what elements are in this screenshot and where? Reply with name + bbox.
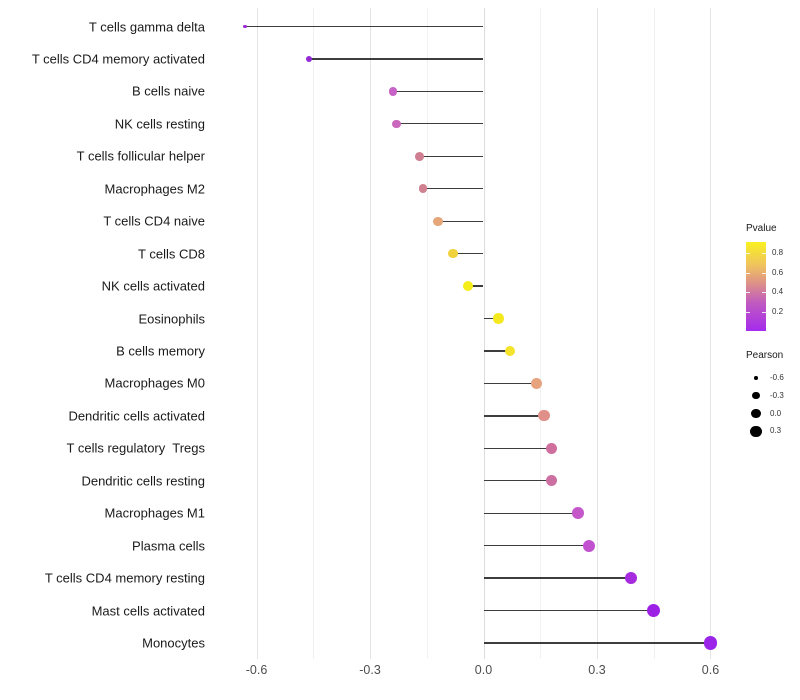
lollipop-dot [545,442,558,454]
category-label: T cells follicular helper [76,148,205,164]
lollipop-stem [483,609,654,612]
x-major-gridline [370,8,371,659]
lollipop-stem [392,90,484,93]
pvalue-colorbar-notch [746,312,750,314]
pearson-legend-dot [750,425,762,437]
lollipop-dot [530,377,542,389]
category-label: NK cells resting [114,116,205,132]
lollipop-stem [483,512,579,514]
x-major-gridline [256,8,258,659]
lollipop-stem [468,285,484,287]
lollipop-dot [493,313,504,324]
category-label: Macrophages M0 [104,375,205,391]
category-label: B cells naive [132,83,205,99]
pvalue-colorbar-tick-label: 0.6 [772,267,784,277]
x-minor-gridline [313,8,315,659]
x-major-gridline [483,8,485,659]
pvalue-colorbar [746,242,766,331]
pvalue-colorbar-notch [762,272,766,274]
lollipop-dot [538,410,550,422]
category-label: NK cells activated [101,278,205,294]
lollipop-stem [483,642,711,644]
lollipop-dot [243,24,247,29]
lollipop-stem [483,317,499,320]
x-major-gridline [710,8,712,659]
pvalue-colorbar-tick-label: 0.8 [772,247,784,257]
lollipop-dot [388,87,397,96]
category-label: Eosinophils [138,311,206,327]
lollipop-stem [483,577,632,579]
pearson-legend-dot [751,408,761,419]
lollipop-dot [647,604,661,618]
lollipop-dot [392,119,401,128]
lollipop-dot [703,636,718,650]
x-axis-tick-label: 0.3 [588,663,606,677]
pearson-legend-label: 0.0 [770,408,782,418]
category-label: T cells CD8 [138,246,205,262]
pvalue-colorbar-tick-label: 0.2 [772,307,784,317]
category-label: Mast cells activated [91,603,205,619]
lollipop-dot [504,345,516,357]
category-label: T cells regulatory Tregs [66,440,205,456]
x-axis-tick-label: 0.0 [474,663,493,677]
category-label: Dendritic cells resting [81,473,205,489]
pearson-legend-dot [754,376,758,380]
category-label: B cells memory [116,343,205,359]
lollipop-stem [483,415,545,417]
x-minor-gridline [540,8,542,659]
lollipop-dot [418,184,428,194]
pearson-legend-title: Pearson [746,350,784,361]
category-label: Plasma cells [132,538,205,554]
category-label: Macrophages M2 [104,181,205,197]
pearson-legend-label: -0.3 [770,390,784,400]
lollipop-dot [583,539,596,552]
category-label: Macrophages M1 [104,505,205,521]
lollipop-stem [419,155,484,157]
category-label: Dendritic cells activated [68,408,205,424]
pvalue-colorbar-tick-label: 0.4 [772,287,784,297]
pvalue-colorbar-notch [746,272,750,274]
lollipop-dot [414,151,424,161]
category-label: T cells CD4 memory activated [31,51,205,67]
lollipop-dot [624,571,638,585]
x-axis-tick-label: 0.6 [701,663,720,677]
pvalue-legend-title: Pvalue [746,223,777,234]
lollipop-dot [433,216,443,226]
x-axis-tick-label: -0.3 [359,663,381,677]
pearson-legend-dot [752,392,760,400]
lollipop-stem [483,480,552,482]
lollipop-stem [483,382,537,385]
category-label: T cells CD4 naive [103,213,205,229]
lollipop-stem [245,25,484,28]
lollipop-stem [483,447,552,449]
lollipop-stem [309,58,484,60]
lollipop-stem [396,123,484,125]
category-label: T cells CD4 memory resting [44,570,205,586]
lollipop-stem [438,220,484,222]
pvalue-colorbar-notch [746,292,750,294]
pvalue-colorbar-notch [762,252,766,254]
pvalue-colorbar-notch [762,292,766,294]
category-label: T cells gamma delta [88,19,205,34]
lollipop-dot [448,248,458,259]
lollipop-stem [483,545,590,547]
lollipop-stem [483,350,510,352]
x-minor-gridline [426,8,428,659]
lollipop-dot [545,475,558,487]
lollipop-dot [572,507,584,520]
pvalue-colorbar-notch [762,312,766,314]
lollipop-stem [422,188,484,190]
lollipop-dot [463,281,474,291]
lollipop-dot [306,55,313,62]
pvalue-colorbar-notch [746,252,750,254]
lollipop-stem [453,252,484,255]
x-axis-tick-label: -0.6 [245,663,268,677]
category-label: Monocytes [142,635,205,651]
pearson-legend-label: 0.3 [770,426,782,436]
pearson-legend-label: -0.6 [770,373,784,382]
x-minor-gridline [653,8,655,659]
x-major-gridline [596,8,598,659]
